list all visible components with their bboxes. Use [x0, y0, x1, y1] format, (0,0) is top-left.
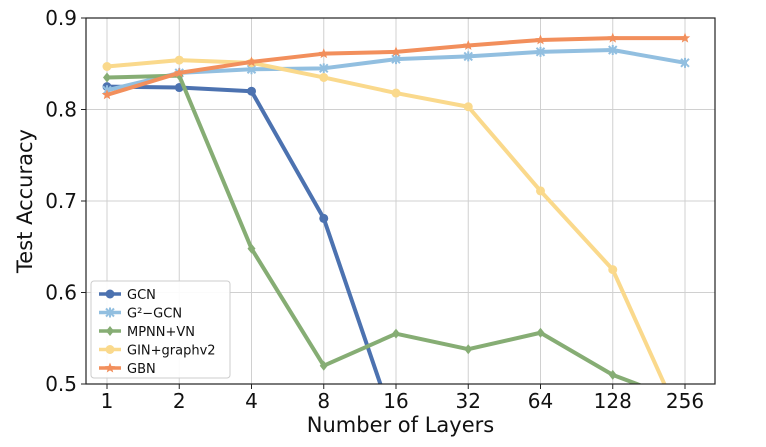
x-tick-label: 2	[173, 389, 186, 413]
g-gcn-point	[535, 46, 546, 57]
g-gcn-point	[608, 45, 618, 56]
g-gcn-point	[391, 54, 401, 65]
legend-label: GCN	[127, 288, 156, 303]
gbn-point	[318, 48, 329, 59]
series-layer	[101, 32, 691, 434]
mpnn-vn-point	[247, 243, 256, 254]
gbn-point	[246, 56, 257, 67]
mpnn-vn-series	[103, 70, 643, 384]
mpnn-vn-point	[103, 72, 111, 83]
gbn-point	[679, 32, 691, 43]
x-tick-label: 8	[317, 389, 330, 413]
legend-label: GBN	[127, 362, 156, 377]
legend-label: MPNN+VN	[127, 325, 195, 340]
mpnn-vn-point	[608, 369, 617, 380]
y-tick-label: 0.8	[45, 98, 77, 122]
y-tick-label: 0.7	[45, 189, 77, 213]
gbn-point	[535, 34, 546, 45]
gbn-point	[463, 39, 474, 50]
gin-graphv2-point	[681, 425, 690, 434]
g-gcn-point	[680, 57, 690, 68]
gin-graphv2-series	[102, 55, 690, 434]
y-tick-label: 0.9	[45, 6, 77, 30]
y-tick-label: 0.6	[45, 281, 77, 305]
g-gcn-legend-point	[105, 307, 115, 318]
gin-graphv2-point	[536, 186, 545, 196]
mpnn-vn-point	[319, 360, 328, 371]
g-gcn-point	[319, 63, 329, 74]
gin-graphv2-point	[174, 55, 184, 65]
gbn-point	[607, 32, 618, 43]
x-tick-label: 32	[456, 389, 481, 413]
mpnn-vn-point	[536, 327, 545, 338]
x-axis-label: Number of Layers	[307, 413, 494, 437]
gcn-point	[319, 213, 329, 223]
x-tick-label: 64	[528, 389, 553, 413]
y-tick-label: 0.5	[45, 372, 77, 396]
gin-graphv2-point	[463, 102, 473, 112]
x-tick-label: 1	[101, 389, 114, 413]
gin-graphv2-point	[608, 265, 618, 275]
legend-box	[90, 280, 231, 379]
x-tick-label: 16	[383, 389, 408, 413]
gbn-series	[101, 32, 691, 100]
mpnn-vn-legend-point	[106, 326, 114, 336]
gbn-point	[101, 89, 113, 100]
gin-graphv2-point	[391, 88, 401, 98]
mpnn-vn-point	[392, 328, 400, 339]
gbn-point	[174, 67, 185, 78]
gcn-point	[247, 86, 256, 96]
mpnn-vn-point	[464, 344, 473, 355]
g-gcn-series	[102, 45, 690, 96]
gin-graphv2-point	[319, 72, 329, 82]
x-tick-label: 128	[594, 389, 632, 413]
legend: GCN G²−GCN MPNN+VN GIN+graphv2 GBN	[90, 280, 231, 379]
gbn-point	[390, 46, 402, 57]
gin-graphv2-point	[102, 61, 112, 71]
gcn-legend-point	[105, 289, 115, 299]
gin-graphv2-legend-point	[105, 345, 115, 354]
legend-label: GIN+graphv2	[127, 344, 216, 359]
legend-label: G²−GCN	[127, 307, 182, 322]
gbn-legend-point	[104, 362, 116, 373]
x-tick-label: 256	[666, 389, 704, 413]
y-axis-label: Test Accuracy	[13, 129, 37, 274]
x-tick-label: 4	[245, 389, 258, 413]
g-gcn-point	[463, 51, 473, 62]
